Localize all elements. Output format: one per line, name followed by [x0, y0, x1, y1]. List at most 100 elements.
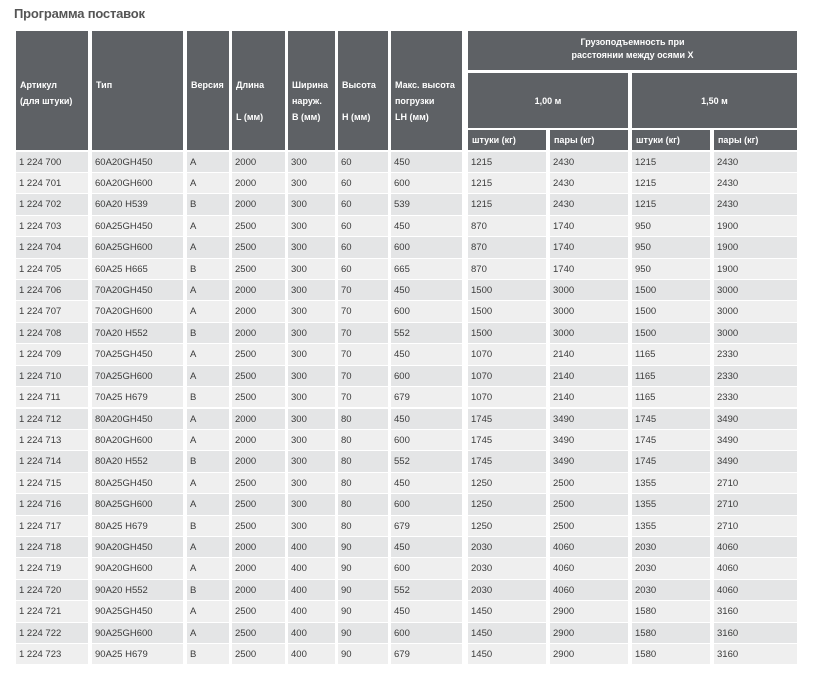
table-cell: 60 [338, 172, 388, 194]
table-cell: 60A20GH600 [92, 172, 183, 194]
table-cell: 1165 [632, 365, 710, 387]
header-text: Высота [342, 80, 376, 90]
table-cell: 2900 [550, 622, 628, 644]
header-text: B (мм) [292, 112, 321, 122]
table-cell: 300 [288, 215, 335, 237]
table-cell: 2500 [550, 515, 628, 536]
table-cell: 80A25 H679 [92, 515, 183, 536]
table-cell: 3000 [714, 301, 797, 322]
table-cell: 4060 [550, 579, 628, 601]
table-cell: 1900 [714, 237, 797, 258]
table-cell: A [187, 429, 229, 451]
table-cell: 450 [391, 280, 462, 301]
table-cell: 1 224 715 [16, 472, 88, 494]
table-cell: 1 224 714 [16, 451, 88, 472]
table-cell: 300 [288, 387, 335, 408]
table-cell: 450 [391, 537, 462, 558]
sub-column-text: пары (кг) [554, 135, 595, 145]
table-cell: 1215 [632, 151, 710, 172]
table-cell: 300 [288, 408, 335, 429]
table-cell: 1 224 707 [16, 301, 88, 322]
table-cell: 679 [391, 644, 462, 665]
table-cell: 1355 [632, 472, 710, 494]
table-cell: 950 [632, 258, 710, 279]
table-cell: 2500 [550, 494, 628, 515]
table-cell: 2430 [714, 151, 797, 172]
table-cell: 2330 [714, 344, 797, 365]
table-cell: 2500 [550, 472, 628, 494]
header-cell [338, 31, 388, 150]
table-cell: 300 [288, 194, 335, 215]
group-header-cell [468, 31, 797, 70]
table-cell: 90A20GH600 [92, 558, 183, 579]
table-cell: 90A20GH450 [92, 537, 183, 558]
table-cell: 1580 [632, 644, 710, 665]
table-cell: 2140 [550, 387, 628, 408]
header-text: Ширина [292, 80, 329, 90]
sub-column-text: штуки (кг) [636, 135, 680, 145]
table-cell: 300 [288, 151, 335, 172]
table-cell: 679 [391, 387, 462, 408]
table-cell: A [187, 172, 229, 194]
table-cell: 1250 [468, 515, 546, 536]
table-cell: B [187, 579, 229, 601]
header-cell [92, 31, 183, 150]
table-cell: 2430 [550, 172, 628, 194]
table-cell: 1250 [468, 494, 546, 515]
table-cell: A [187, 365, 229, 387]
table-cell: 90A25 H679 [92, 644, 183, 665]
table-cell: 90A25GH600 [92, 622, 183, 644]
sub-column-text: штуки (кг) [472, 135, 516, 145]
table-cell: 552 [391, 579, 462, 601]
sub-group-text: 1,00 м [534, 96, 562, 106]
table-cell: 1250 [468, 472, 546, 494]
table-cell: 3000 [714, 322, 797, 344]
table-cell: 1 224 717 [16, 515, 88, 536]
header-text: Макс. высота [395, 80, 455, 90]
table-cell: 60 [338, 237, 388, 258]
table-cell: 300 [288, 451, 335, 472]
header-text: LH (мм) [395, 112, 429, 122]
table-cell: A [187, 344, 229, 365]
table-cell: 2000 [232, 451, 285, 472]
table-cell: 2500 [232, 344, 285, 365]
table-cell: 1745 [468, 451, 546, 472]
table-cell: 1 224 723 [16, 644, 88, 665]
table-cell: 1 224 712 [16, 408, 88, 429]
table-cell: 2030 [468, 537, 546, 558]
header-cell [391, 31, 462, 150]
table-cell: A [187, 537, 229, 558]
table-cell: 300 [288, 365, 335, 387]
group-header-text: Грузоподъемность при [580, 37, 685, 47]
table-cell: A [187, 301, 229, 322]
table-cell: A [187, 408, 229, 429]
table-cell: 90 [338, 644, 388, 665]
header-text: (для штуки) [20, 96, 73, 106]
table-cell: 600 [391, 494, 462, 515]
table-cell: 300 [288, 280, 335, 301]
header-text: наруж. [292, 96, 322, 106]
table-cell: 2710 [714, 494, 797, 515]
table-cell: 1745 [632, 408, 710, 429]
table-cell: 80A20GH450 [92, 408, 183, 429]
table-cell: 1500 [468, 301, 546, 322]
table-cell: 70A25GH450 [92, 344, 183, 365]
table-cell: A [187, 151, 229, 172]
table-cell: A [187, 472, 229, 494]
header-text: L (мм) [236, 112, 264, 122]
sub-group-cell [632, 73, 797, 128]
table-cell: 300 [288, 429, 335, 451]
table-cell: 2500 [232, 215, 285, 237]
table-cell: 2030 [468, 579, 546, 601]
table-cell: 80 [338, 429, 388, 451]
table-cell: 1500 [632, 280, 710, 301]
table-cell: 600 [391, 429, 462, 451]
page-title: Программа поставок [14, 6, 145, 21]
sub-column-cell [714, 130, 797, 150]
table-cell: 400 [288, 601, 335, 622]
table-cell: 80 [338, 494, 388, 515]
table-cell: 1070 [468, 365, 546, 387]
table-cell: B [187, 515, 229, 536]
table-cell: 2710 [714, 515, 797, 536]
